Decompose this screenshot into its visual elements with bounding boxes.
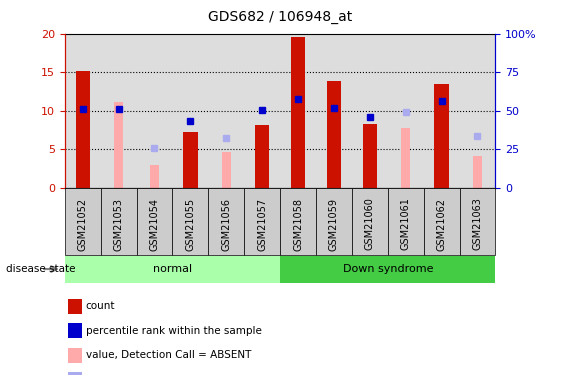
Bar — [459, 188, 495, 255]
Text: GSM21057: GSM21057 — [257, 198, 267, 251]
Bar — [208, 188, 244, 255]
Text: GSM21055: GSM21055 — [185, 198, 195, 251]
Bar — [327, 81, 341, 188]
Text: GSM21062: GSM21062 — [436, 198, 446, 250]
Bar — [114, 102, 123, 188]
Text: GSM21058: GSM21058 — [293, 198, 303, 250]
Bar — [65, 188, 101, 255]
Bar — [280, 188, 316, 255]
Text: value, Detection Call = ABSENT: value, Detection Call = ABSENT — [86, 350, 251, 360]
Text: percentile rank within the sample: percentile rank within the sample — [86, 326, 261, 336]
Bar — [222, 152, 231, 188]
Bar — [150, 165, 159, 188]
Bar — [352, 188, 388, 255]
Bar — [137, 188, 172, 255]
Text: GSM21052: GSM21052 — [78, 198, 88, 251]
Bar — [280, 256, 495, 283]
Bar — [172, 188, 208, 255]
Bar — [101, 188, 137, 255]
Bar — [388, 188, 424, 255]
Text: GSM21054: GSM21054 — [149, 198, 159, 250]
Bar — [424, 188, 459, 255]
Text: GSM21056: GSM21056 — [221, 198, 231, 250]
Bar — [401, 128, 410, 188]
Bar — [65, 256, 280, 283]
Bar — [435, 84, 449, 188]
Text: GSM21053: GSM21053 — [114, 198, 124, 250]
Text: disease state: disease state — [6, 264, 75, 274]
Text: GDS682 / 106948_at: GDS682 / 106948_at — [208, 10, 352, 24]
Bar — [316, 188, 352, 255]
Bar — [75, 71, 90, 188]
Text: GSM21059: GSM21059 — [329, 198, 339, 250]
Text: GSM21061: GSM21061 — [401, 198, 411, 250]
Bar — [255, 125, 269, 188]
Text: GSM21063: GSM21063 — [472, 198, 482, 250]
Text: count: count — [86, 302, 115, 311]
Bar — [363, 124, 377, 188]
Bar — [244, 188, 280, 255]
Text: GSM21060: GSM21060 — [365, 198, 375, 250]
Text: normal: normal — [153, 264, 192, 274]
Bar — [183, 132, 198, 188]
Bar — [291, 37, 305, 188]
Text: Down syndrome: Down syndrome — [342, 264, 433, 274]
Bar — [473, 156, 482, 188]
